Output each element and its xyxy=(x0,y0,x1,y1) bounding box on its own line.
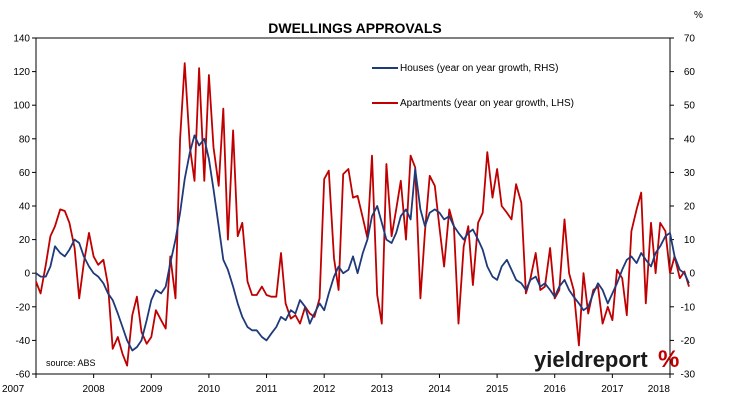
right-axis: 70 60 50 40 30 20 10 0 -10 -20 -30 xyxy=(670,34,695,381)
right-axis-tick-label: 0 xyxy=(689,269,695,280)
left-axis-tick-label: 120 xyxy=(13,67,30,78)
x-axis-tick-label: 2011 xyxy=(256,384,278,395)
right-axis-tick-label: 50 xyxy=(684,101,696,112)
left-axis-tick-label: -40 xyxy=(16,336,31,347)
x-axis-tick-label: 2014 xyxy=(428,384,451,395)
series-line-houses xyxy=(35,134,690,352)
x-axis-tick-label: 2009 xyxy=(140,384,163,395)
chart-title: DWELLINGS APPROVALS xyxy=(268,20,441,36)
x-axis-tick-label: 2017 xyxy=(601,384,624,395)
right-axis-tick-label: 70 xyxy=(684,34,696,45)
legend-label-houses: Houses (year on year growth, RHS) xyxy=(400,63,558,74)
legend-label-apartments: Apartments (year on year growth, LHS) xyxy=(400,98,574,109)
right-axis-tick-label: 60 xyxy=(684,67,696,78)
right-axis-tick-label: 40 xyxy=(684,134,696,145)
x-axis-tick-label: 2016 xyxy=(544,384,567,395)
left-axis-tick-label: -60 xyxy=(16,370,31,381)
x-axis-tick-label: 2015 xyxy=(486,384,509,395)
legend: Houses (year on year growth, RHS) Apartm… xyxy=(372,63,574,109)
right-axis-tick-label: 20 xyxy=(684,202,696,213)
yieldreport-logo: yieldreport % xyxy=(534,346,679,373)
left-axis-tick-label: 20 xyxy=(19,235,31,246)
source-note: source: ABS xyxy=(46,358,96,368)
series-layer xyxy=(35,62,690,367)
left-axis-tick-label: 0 xyxy=(24,269,30,280)
right-axis-tick-label: -10 xyxy=(681,302,696,313)
left-axis-tick-label: 100 xyxy=(13,101,30,112)
percent-icon: % xyxy=(658,346,679,373)
right-axis-tick-label: 30 xyxy=(684,168,696,179)
left-axis-tick-label: 60 xyxy=(19,168,31,179)
x-axis: 2007 2008 2009 2010 2011 2012 2013 2014 2015 2016… xyxy=(2,374,671,395)
x-axis-tick-label: 2013 xyxy=(371,384,394,395)
logo-wordmark: yieldreport xyxy=(534,347,648,372)
x-axis-tick-label: 2007 xyxy=(2,384,25,395)
x-axis-tick-label: 2012 xyxy=(313,384,336,395)
x-axis-tick-label: 2010 xyxy=(198,384,221,395)
x-axis-tick-label: 2008 xyxy=(83,384,106,395)
left-axis-tick-label: 80 xyxy=(19,134,31,145)
right-axis-tick-label: -30 xyxy=(681,370,696,381)
right-axis-tick-label: -20 xyxy=(681,336,696,347)
left-axis-tick-label: 40 xyxy=(19,202,31,213)
left-axis-tick-label: -20 xyxy=(16,302,31,313)
left-axis: 140 120 100 80 60 40 20 0 -20 -40 -60 xyxy=(13,34,36,381)
series-line-apartments xyxy=(35,62,690,367)
x-axis-tick-label: 2018 xyxy=(648,384,671,395)
left-axis-tick-label: 140 xyxy=(13,34,30,45)
right-axis-tick-label: 10 xyxy=(684,235,696,246)
right-axis-unit-label: % xyxy=(694,10,703,21)
